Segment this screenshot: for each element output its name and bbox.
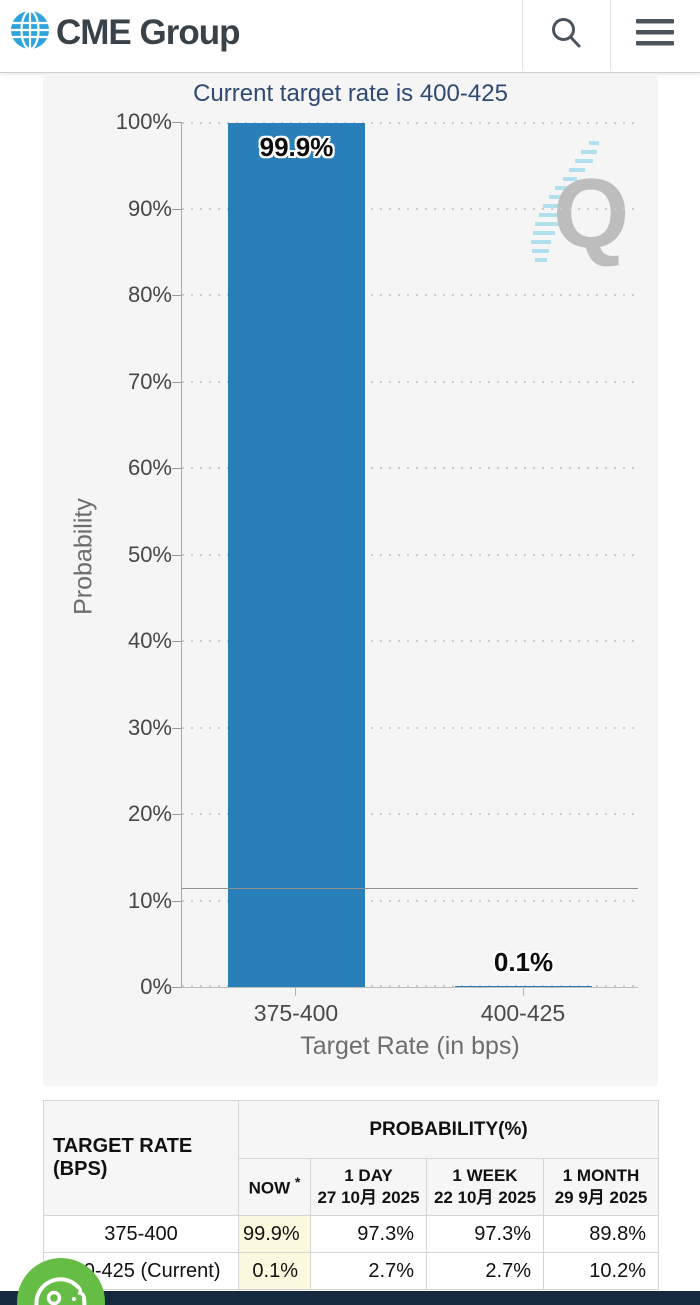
y-tick-label: 10% [82, 887, 181, 915]
y-tick-label: 0% [82, 973, 181, 1001]
gridline [182, 122, 638, 124]
now-value-cell: 99.9% [238, 1215, 311, 1253]
table-row: 375-400 99.9% 97.3% 97.3% 89.8% [43, 1215, 660, 1253]
cookie-consent-button[interactable] [16, 1257, 106, 1305]
x-category-label: 375-400 [253, 1000, 339, 1026]
y-tick-label: 90% [82, 195, 181, 223]
x-tick [523, 987, 524, 996]
x-tick [295, 987, 296, 996]
rate-cell: 375-400 [43, 1215, 239, 1253]
reference-line [182, 888, 638, 889]
hamburger-menu-icon [636, 19, 674, 52]
gridline [182, 813, 638, 815]
x-axis-line [181, 987, 638, 988]
column-header-target-rate: TARGET RATE (BPS) [43, 1100, 239, 1216]
y-tick-label: 100% [82, 108, 181, 136]
x-category-label: 400-425 [480, 1000, 566, 1026]
gridline [182, 467, 638, 469]
search-icon [548, 15, 584, 56]
gridline [182, 294, 638, 296]
y-tick-label: 50% [82, 541, 181, 569]
bar-value-label: 99.9% [259, 132, 334, 162]
week-value-cell: 97.3% [426, 1215, 544, 1253]
bar-375-400[interactable] [228, 123, 365, 987]
column-header-1-day: 1 DAY 27 10月 2025 [310, 1158, 427, 1216]
month-value-cell: 89.8% [542, 1215, 660, 1253]
menu-button[interactable] [610, 0, 700, 71]
gridline [182, 640, 638, 642]
bar-value-label: 0.1% [493, 947, 554, 977]
bottom-navy-bar [0, 1291, 700, 1305]
probability-table: TARGET RATE (BPS) PROBABILITY(%) NOW * 1… [43, 1100, 660, 1290]
y-tick-label: 60% [82, 454, 181, 482]
table-row: 400-425 (Current) 0.1% 2.7% 2.7% 10.2% [43, 1252, 660, 1290]
search-button[interactable] [522, 0, 610, 71]
x-axis-title: Target Rate (in bps) [300, 1032, 520, 1060]
y-tick-label: 30% [82, 714, 181, 742]
header-divider [610, 0, 611, 71]
header: CME Group [0, 0, 700, 73]
y-tick-label: 80% [82, 281, 181, 309]
gridline [182, 554, 638, 556]
gridline [182, 208, 638, 210]
y-tick-label: 70% [82, 368, 181, 396]
brand-text: CME Group [56, 12, 240, 52]
gridline [182, 985, 638, 987]
cookie-icon [17, 1258, 105, 1305]
header-divider [522, 0, 523, 71]
bar-400-425[interactable] [455, 986, 592, 987]
column-header-1-month: 1 MONTH 29 9月 2025 [542, 1158, 660, 1216]
gridline [182, 900, 638, 902]
gridline [182, 727, 638, 729]
now-footnote-asterisk: * [294, 1175, 301, 1192]
now-value-cell: 0.1% [238, 1252, 311, 1290]
week-value-cell: 2.7% [426, 1252, 544, 1290]
y-axis-line [181, 122, 182, 988]
day-value-cell: 97.3% [310, 1215, 427, 1253]
y-axis-title: Probability [69, 498, 98, 615]
month-value-cell: 10.2% [542, 1252, 660, 1290]
column-header-1-week: 1 WEEK 22 10月 2025 [426, 1158, 544, 1216]
y-tick-label: 20% [82, 800, 181, 828]
globe-icon [10, 9, 50, 55]
day-value-cell: 2.7% [310, 1252, 427, 1290]
column-header-probability: PROBABILITY(%) [237, 1100, 660, 1159]
column-header-now: NOW * [238, 1158, 311, 1216]
chart-title: Current target rate is 400-425 [193, 80, 508, 107]
y-tick-label: 40% [82, 627, 181, 655]
gridline [182, 381, 638, 383]
brand-logo[interactable]: CME Group [10, 9, 240, 55]
plot-area [182, 122, 638, 987]
